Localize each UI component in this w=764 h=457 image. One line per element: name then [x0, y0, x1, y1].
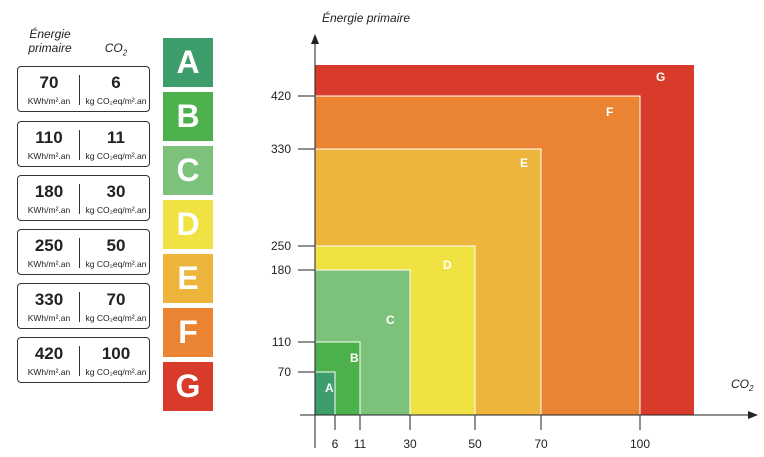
- class-badge-a: A: [163, 38, 213, 87]
- co2-value: 11: [107, 128, 125, 147]
- co2-unit: kg CO₂eq/m².an: [85, 367, 147, 377]
- co2-cell: 50 kg CO₂eq/m².an: [81, 230, 151, 274]
- y-tick-label: 250: [271, 239, 291, 253]
- co2-unit: kg CO₂eq/m².an: [85, 151, 147, 161]
- y-axis-arrow-icon: [311, 34, 319, 44]
- energy-value: 70: [39, 73, 59, 92]
- energy-unit: KWh/m².an: [27, 313, 71, 323]
- co2-unit: kg CO₂eq/m².an: [85, 96, 147, 106]
- y-axis-label: Énergie primaire: [322, 10, 410, 25]
- energy-header: Énergie primaire: [20, 27, 80, 55]
- co2-unit: kg CO₂eq/m².an: [85, 259, 147, 269]
- co2-cell: 30 kg CO₂eq/m².an: [81, 176, 151, 220]
- energy-value: 250: [34, 236, 64, 255]
- energy-cell: 70 KWh/m².an: [18, 67, 80, 111]
- class-badge-b: B: [163, 92, 213, 141]
- x-tick-label: 30: [403, 437, 417, 451]
- row-divider: [79, 238, 80, 268]
- x-axis-label-text: CO: [731, 377, 749, 391]
- x-tick-label: 6: [332, 437, 339, 451]
- y-tick-label: 330: [271, 142, 291, 156]
- row-divider: [79, 346, 80, 376]
- co2-header-text: CO: [104, 41, 123, 55]
- energy-unit: KWh/m².an: [27, 151, 71, 161]
- y-tick-label: 70: [278, 365, 292, 379]
- tick-group: 6 11 30 50 70 100 70 110 180 250 330 420: [271, 89, 650, 451]
- x-tick-label: 70: [534, 437, 548, 451]
- co2-unit: kg CO₂eq/m².an: [85, 313, 147, 323]
- x-tick-label: 100: [630, 437, 650, 451]
- energy-header-line1: Énergie: [29, 27, 71, 41]
- co2-value: 30: [106, 182, 126, 201]
- energy-cell: 420 KWh/m².an: [18, 338, 80, 382]
- legend-row: 110 KWh/m².an 11 kg CO₂eq/m².an: [17, 121, 150, 167]
- co2-cell: 6 kg CO₂eq/m².an: [81, 67, 151, 111]
- row-divider: [79, 75, 80, 105]
- x-axis-label: CO2: [731, 377, 754, 393]
- co2-value: 6: [111, 73, 121, 92]
- zone-label-g: G: [656, 70, 665, 84]
- zone-label-a: A: [325, 381, 334, 395]
- legend-row: 330 KWh/m².an 70 kg CO₂eq/m².an: [17, 283, 150, 329]
- zone-label-d: D: [443, 258, 452, 272]
- co2-unit: kg CO₂eq/m².an: [85, 205, 147, 215]
- energy-value: 330: [34, 290, 64, 309]
- legend-row: 420 KWh/m².an 100 kg CO₂eq/m².an: [17, 337, 150, 383]
- energy-cell: 180 KWh/m².an: [18, 176, 80, 220]
- energy-value: 420: [34, 344, 64, 363]
- energy-value: 110: [35, 128, 63, 147]
- zone-label-b: B: [350, 351, 359, 365]
- y-tick-label: 180: [271, 263, 291, 277]
- x-tick-label: 11: [354, 437, 367, 451]
- energy-unit: KWh/m².an: [27, 259, 71, 269]
- co2-header-sub: 2: [122, 48, 128, 58]
- energy-cell: 110 KWh/m².an: [18, 122, 80, 166]
- y-tick-label: 420: [271, 89, 291, 103]
- energy-header-line2: primaire: [28, 41, 72, 55]
- zone-label-f: F: [606, 105, 613, 119]
- legend-row: 70 KWh/m².an 6 kg CO₂eq/m².an: [17, 66, 150, 112]
- co2-cell: 70 kg CO₂eq/m².an: [81, 284, 151, 328]
- legend-row: 180 KWh/m².an 30 kg CO₂eq/m².an: [17, 175, 150, 221]
- x-axis-arrow-icon: [748, 411, 758, 419]
- zone-group: G F E D C B A: [314, 65, 694, 416]
- x-axis-label-sub: 2: [748, 384, 754, 393]
- zone-label-c: C: [386, 313, 395, 327]
- row-divider: [79, 292, 80, 322]
- x-tick-label: 50: [468, 437, 482, 451]
- co2-header: CO2: [96, 41, 136, 60]
- energy-unit: KWh/m².an: [27, 367, 71, 377]
- co2-value: 50: [106, 236, 126, 255]
- energy-cell: 250 KWh/m².an: [18, 230, 80, 274]
- energy-unit: KWh/m².an: [27, 205, 71, 215]
- energy-value: 180: [34, 182, 64, 201]
- co2-value: 70: [106, 290, 126, 309]
- zone-label-e: E: [520, 156, 528, 170]
- class-badge-f: F: [163, 308, 213, 357]
- energy-cell: 330 KWh/m².an: [18, 284, 80, 328]
- co2-cell: 100 kg CO₂eq/m².an: [81, 338, 151, 382]
- energy-unit: KWh/m².an: [27, 96, 71, 106]
- co2-cell: 11 kg CO₂eq/m².an: [81, 122, 151, 166]
- class-badge-g: G: [163, 362, 213, 411]
- class-badge-c: C: [163, 146, 213, 195]
- class-badge-e: E: [163, 254, 213, 303]
- row-divider: [79, 130, 80, 160]
- co2-value: 100: [101, 344, 131, 363]
- y-tick-label: 110: [272, 335, 291, 349]
- legend-row: 250 KWh/m².an 50 kg CO₂eq/m².an: [17, 229, 150, 275]
- row-divider: [79, 184, 80, 214]
- class-badge-d: D: [163, 200, 213, 249]
